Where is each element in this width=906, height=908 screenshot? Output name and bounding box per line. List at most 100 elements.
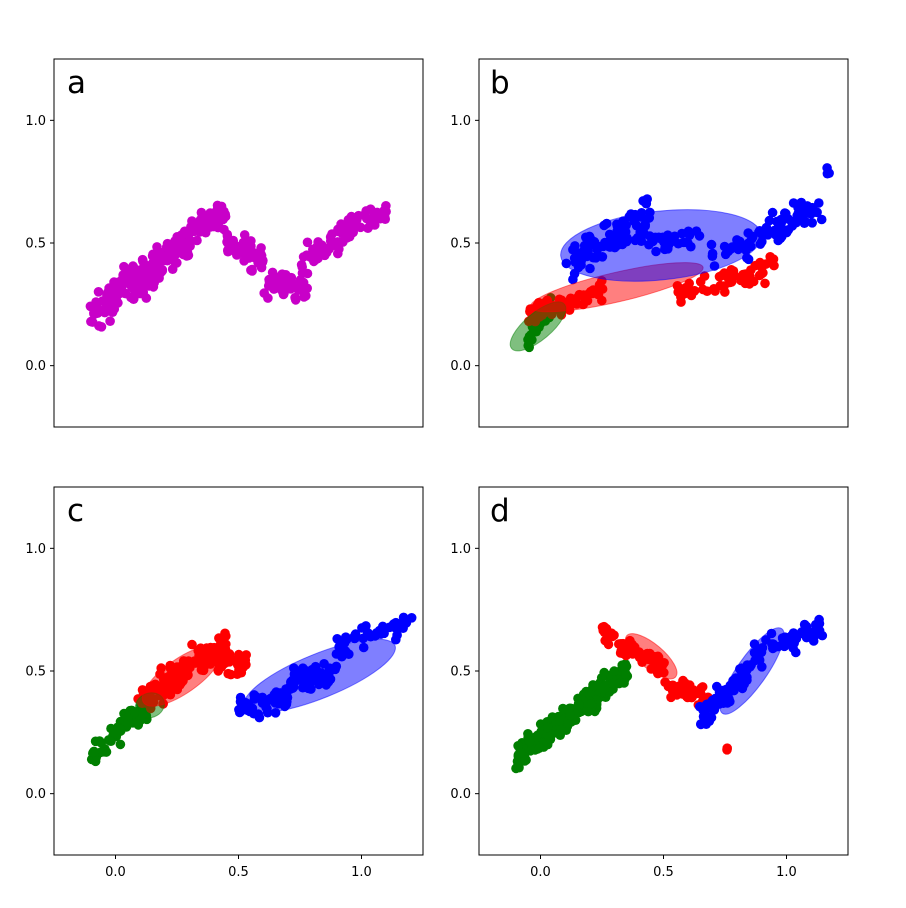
data-point bbox=[763, 230, 773, 240]
data-point bbox=[775, 233, 786, 244]
data-point bbox=[88, 0, 98, 5]
data-point bbox=[228, 237, 238, 247]
data-point bbox=[239, 230, 250, 240]
data-point bbox=[119, 261, 129, 272]
data-point bbox=[806, 203, 817, 214]
data-point bbox=[515, 747, 526, 758]
data-point bbox=[361, 621, 371, 631]
data-point bbox=[341, 634, 352, 645]
data-point bbox=[213, 201, 223, 212]
data-point bbox=[525, 736, 535, 747]
data-point bbox=[686, 692, 697, 703]
data-point bbox=[128, 261, 138, 271]
data-point bbox=[398, 623, 408, 633]
data-point bbox=[699, 718, 710, 728]
data-point bbox=[788, 198, 799, 208]
data-point bbox=[223, 668, 233, 679]
data-point bbox=[760, 278, 770, 289]
data-point bbox=[324, 244, 335, 254]
data-point bbox=[573, 699, 584, 709]
data-point bbox=[296, 260, 307, 270]
data-point bbox=[808, 627, 818, 637]
data-point bbox=[299, 292, 309, 302]
data-point bbox=[246, 265, 256, 276]
data-point bbox=[278, 289, 289, 300]
plot-area bbox=[85, 0, 391, 332]
panel-label: a bbox=[67, 65, 86, 101]
data-point bbox=[137, 254, 148, 265]
data-point bbox=[756, 269, 767, 279]
data-point bbox=[799, 619, 810, 630]
cluster-ellipse bbox=[624, 633, 678, 680]
data-point bbox=[105, 736, 115, 746]
data-point bbox=[512, 0, 522, 5]
data-point bbox=[642, 194, 652, 204]
data-point bbox=[246, 236, 256, 246]
y-tick-label: 0.0 bbox=[450, 359, 471, 374]
data-point bbox=[543, 732, 554, 742]
panel-b: 0.0 0.5 1.0 b bbox=[450, 0, 849, 428]
data-point bbox=[332, 634, 343, 644]
data-point bbox=[234, 649, 244, 660]
data-point bbox=[722, 745, 732, 755]
cluster-ellipse bbox=[243, 638, 396, 714]
x-tick-label: 0.5 bbox=[228, 865, 249, 880]
data-point bbox=[556, 724, 567, 735]
data-point bbox=[130, 274, 140, 285]
x-tick-label: 0.0 bbox=[105, 865, 126, 880]
data-point bbox=[588, 680, 598, 690]
data-point bbox=[787, 634, 797, 644]
x-tick-label: 1.0 bbox=[776, 865, 797, 880]
data-point bbox=[772, 216, 782, 227]
data-point bbox=[565, 710, 575, 721]
cluster-ellipse bbox=[141, 645, 222, 707]
data-point bbox=[745, 271, 755, 282]
data-point bbox=[715, 280, 726, 291]
data-point bbox=[91, 307, 101, 317]
data-point bbox=[93, 287, 104, 297]
data-point bbox=[308, 244, 318, 255]
data-point bbox=[302, 237, 313, 248]
data-point bbox=[814, 198, 824, 208]
data-point bbox=[238, 662, 248, 672]
data-point bbox=[148, 249, 158, 260]
data-point bbox=[515, 0, 525, 5]
data-point bbox=[513, 760, 523, 771]
data-point bbox=[128, 294, 139, 305]
data-point bbox=[259, 288, 270, 298]
y-tick-label: 1.0 bbox=[450, 542, 471, 557]
data-point bbox=[224, 649, 235, 659]
data-point bbox=[344, 220, 355, 231]
data-point bbox=[235, 247, 246, 258]
data-point bbox=[674, 681, 684, 692]
y-tick-label: 0.0 bbox=[25, 787, 46, 802]
cluster-ellipse bbox=[560, 209, 762, 282]
data-point bbox=[305, 251, 315, 262]
data-point bbox=[251, 252, 262, 263]
data-point bbox=[186, 223, 197, 234]
data-point bbox=[617, 639, 627, 649]
panel-label: c bbox=[67, 493, 84, 529]
data-point bbox=[743, 254, 754, 265]
y-tick-label: 0.5 bbox=[450, 237, 471, 252]
data-point bbox=[786, 216, 797, 227]
data-point bbox=[698, 284, 708, 295]
data-point bbox=[384, 622, 395, 633]
data-point bbox=[110, 728, 121, 739]
data-point bbox=[568, 274, 578, 285]
x-tick-label: 0.0 bbox=[530, 865, 551, 880]
data-point bbox=[214, 216, 225, 227]
data-point bbox=[152, 242, 162, 252]
panel-a: 0.0 0.5 1.0 a bbox=[25, 0, 424, 428]
data-point bbox=[361, 206, 372, 216]
cluster-ellipse bbox=[719, 627, 785, 715]
data-point bbox=[520, 756, 530, 766]
data-point bbox=[379, 211, 390, 222]
data-point bbox=[600, 680, 610, 691]
data-point bbox=[761, 259, 771, 269]
data-point bbox=[228, 245, 238, 255]
data-point bbox=[187, 639, 197, 650]
data-point bbox=[263, 281, 274, 291]
data-point bbox=[349, 633, 360, 644]
